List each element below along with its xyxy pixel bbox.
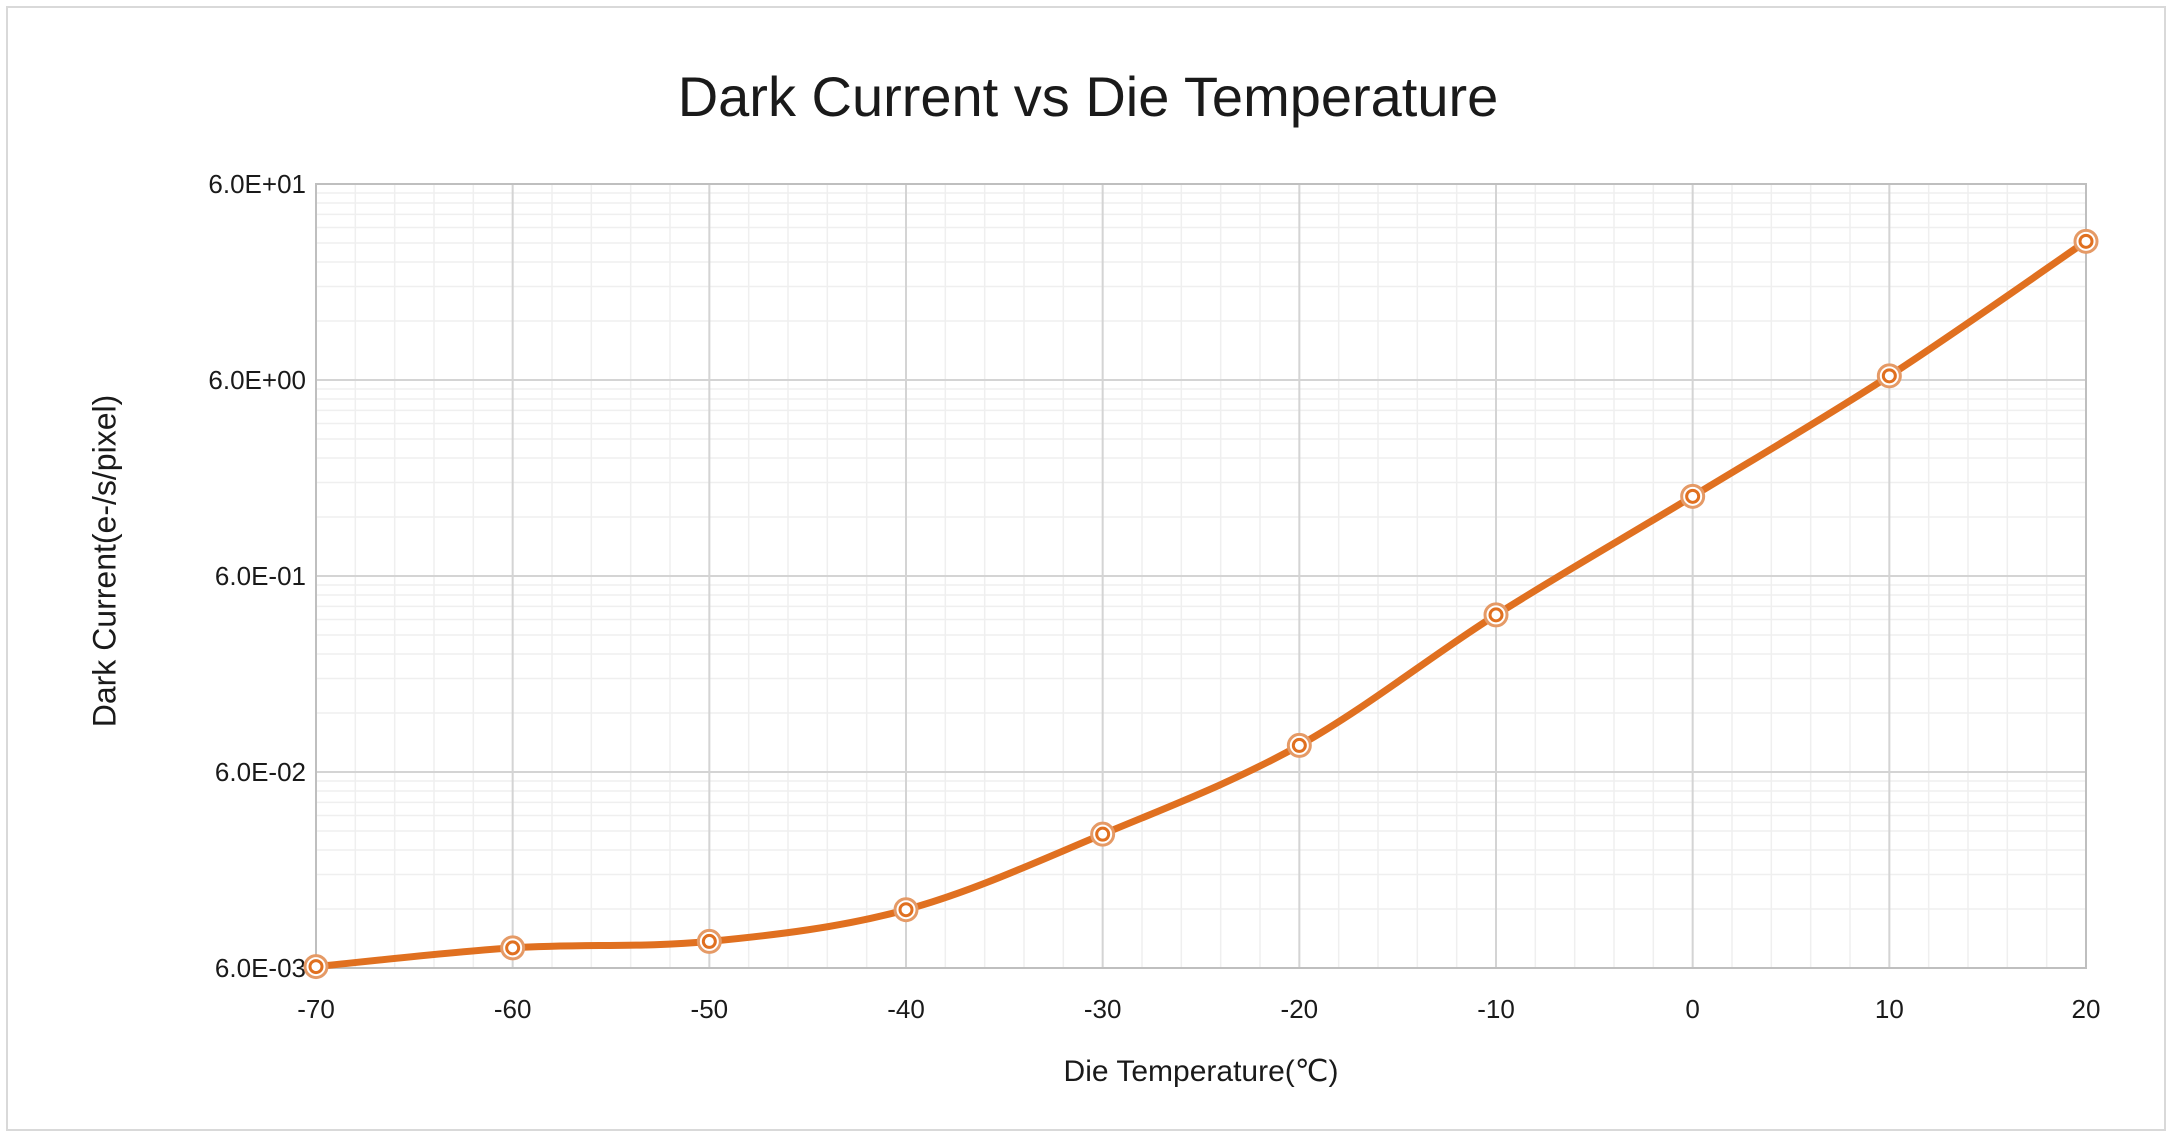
y-tick-label: 6.0E+01 [208, 169, 306, 199]
data-point [1286, 732, 1312, 758]
data-point [1680, 483, 1706, 509]
x-tick-label: -70 [297, 994, 335, 1024]
data-point-core [1488, 607, 1504, 623]
x-tick-label: 20 [2072, 994, 2101, 1024]
data-point [1090, 821, 1116, 847]
data-point-core [505, 940, 521, 956]
data-point [1876, 363, 1902, 389]
data-point [696, 928, 722, 954]
data-point-core [898, 902, 914, 918]
y-tick-labels: 6.0E-03 6.0E-02 6.0E-01 6.0E+00 6.0E+01 [208, 169, 306, 983]
x-tick-labels: -70 -60 -50 -40 -30 -20 -10 0 10 20 [297, 994, 2100, 1024]
data-point-core [308, 959, 324, 975]
y-tick-label: 6.0E+00 [208, 365, 306, 395]
y-tick-label: 6.0E-02 [215, 757, 306, 787]
chart-frame [6, 6, 2166, 1131]
series-line [312, 237, 2090, 971]
x-tick-label: -10 [1477, 994, 1515, 1024]
x-tick-label: -30 [1084, 994, 1122, 1024]
plot-area-border [315, 183, 2087, 969]
x-tick-label: -50 [691, 994, 729, 1024]
data-point-core [1095, 826, 1111, 842]
data-point [500, 935, 526, 961]
data-point-core [701, 933, 717, 949]
x-tick-label: 10 [1875, 994, 1904, 1024]
data-point [2073, 228, 2099, 254]
plot-border [315, 183, 2087, 969]
x-tick-label: -20 [1281, 994, 1319, 1024]
x-tick-label: 0 [1685, 994, 1699, 1024]
x-tick-label: -60 [494, 994, 532, 1024]
data-point [1483, 602, 1509, 628]
data-point [303, 954, 329, 980]
data-point-core [1291, 737, 1307, 753]
data-point-core [1685, 488, 1701, 504]
series-group [303, 228, 2099, 980]
data-point [893, 897, 919, 923]
data-point-core [1881, 368, 1897, 384]
y-tick-label: 6.0E-01 [215, 561, 306, 591]
x-tick-label: -40 [887, 994, 925, 1024]
y-tick-label: 6.0E-03 [215, 953, 306, 983]
chart-title: Dark Current vs Die Temperature [677, 65, 1499, 128]
x-axis-label: Die Temperature(℃) [1063, 1055, 1339, 1088]
data-point-core [2078, 233, 2094, 249]
